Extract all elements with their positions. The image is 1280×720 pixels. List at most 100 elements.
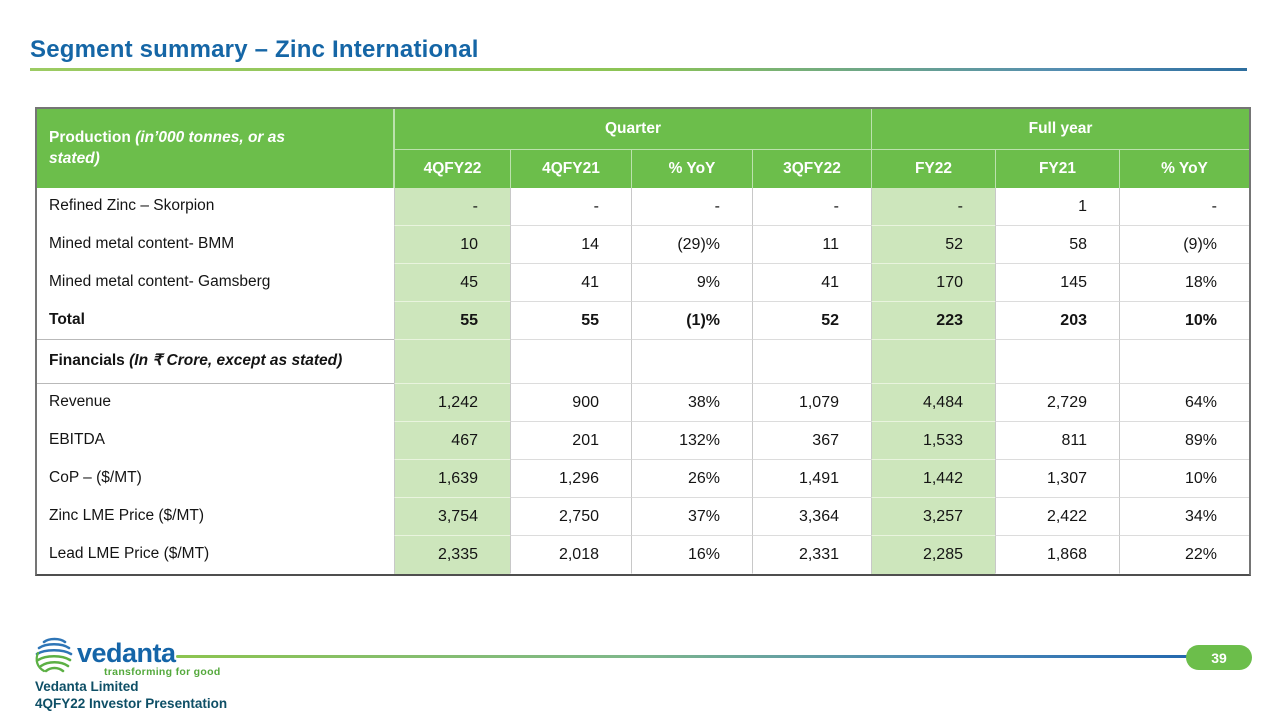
value-cell: 467	[394, 422, 510, 460]
value-cell	[631, 340, 752, 384]
value-cell: (1)%	[631, 302, 752, 340]
table-row-financials-section: Financials (In ₹ Crore, except as stated…	[37, 340, 1249, 384]
corner-header-italic: (in’000 tonnes, or as stated)	[49, 129, 285, 167]
value-cell: 145	[995, 264, 1119, 302]
row-label: Revenue	[37, 384, 394, 422]
value-cell: -	[510, 188, 631, 226]
value-cell: 2,331	[752, 536, 871, 574]
value-cell: 3,754	[394, 498, 510, 536]
table-row-cop: CoP – ($/MT) 1,639 1,296 26% 1,491 1,442…	[37, 460, 1249, 498]
value-cell: 1,639	[394, 460, 510, 498]
row-label: CoP – ($/MT)	[37, 460, 394, 498]
column-header-4qfy21: 4QFY21	[510, 150, 631, 188]
row-label: Lead LME Price ($/MT)	[37, 536, 394, 574]
value-cell: 58	[995, 226, 1119, 264]
footer-company-block: Vedanta Limited 4QFY22 Investor Presenta…	[35, 679, 227, 712]
value-cell: 2,285	[871, 536, 995, 574]
value-cell: (9)%	[1119, 226, 1249, 264]
value-cell: 3,364	[752, 498, 871, 536]
value-cell: 2,335	[394, 536, 510, 574]
value-cell: 203	[995, 302, 1119, 340]
vedanta-wordmark: vedanta	[77, 638, 176, 668]
footer-divider-line	[176, 655, 1188, 658]
value-cell	[871, 340, 995, 384]
column-header-3qfy22: 3QFY22	[752, 150, 871, 188]
value-cell: 223	[871, 302, 995, 340]
table-row-mined-metal-gamsberg: Mined metal content- Gamsberg 45 41 9% 4…	[37, 264, 1249, 302]
table-row-lead-lme-price: Lead LME Price ($/MT) 2,335 2,018 16% 2,…	[37, 536, 1249, 574]
column-header-fy22: FY22	[871, 150, 995, 188]
value-cell: 89%	[1119, 422, 1249, 460]
value-cell: -	[394, 188, 510, 226]
row-label: EBITDA	[37, 422, 394, 460]
group-header-full-year: Full year	[871, 109, 1249, 150]
value-cell: 3,257	[871, 498, 995, 536]
table-group-header-row: Production (in’000 tonnes, or as stated)…	[37, 109, 1249, 188]
value-cell: 52	[871, 226, 995, 264]
corner-header-cell: Production (in’000 tonnes, or as stated)	[37, 109, 394, 188]
value-cell: 41	[752, 264, 871, 302]
value-cell: 10	[394, 226, 510, 264]
row-label: Refined Zinc – Skorpion	[37, 188, 394, 226]
table-column-header-row: 4QFY22 4QFY21 % YoY 3QFY22 FY22 FY21 % Y…	[37, 150, 1249, 188]
value-cell: 4,484	[871, 384, 995, 422]
value-cell: 811	[995, 422, 1119, 460]
value-cell: 1,491	[752, 460, 871, 498]
value-cell: 170	[871, 264, 995, 302]
value-cell: 45	[394, 264, 510, 302]
value-cell: 1	[995, 188, 1119, 226]
value-cell: 1,242	[394, 384, 510, 422]
corner-header-bold: Production	[49, 129, 136, 147]
value-cell: 1,533	[871, 422, 995, 460]
value-cell: 367	[752, 422, 871, 460]
row-label: Total	[37, 302, 394, 340]
value-cell: 18%	[1119, 264, 1249, 302]
value-cell: 37%	[631, 498, 752, 536]
value-cell: 9%	[631, 264, 752, 302]
vedanta-logo-icon	[35, 637, 73, 673]
row-label: Mined metal content- BMM	[37, 226, 394, 264]
table-row-zinc-lme-price: Zinc LME Price ($/MT) 3,754 2,750 37% 3,…	[37, 498, 1249, 536]
row-label: Zinc LME Price ($/MT)	[37, 498, 394, 536]
value-cell	[752, 340, 871, 384]
value-cell: 55	[510, 302, 631, 340]
value-cell: 1,079	[752, 384, 871, 422]
value-cell: 201	[510, 422, 631, 460]
row-label: Mined metal content- Gamsberg	[37, 264, 394, 302]
value-cell: 1,296	[510, 460, 631, 498]
footer-company-name: Vedanta Limited	[35, 679, 139, 694]
value-cell: 14	[510, 226, 631, 264]
value-cell	[394, 340, 510, 384]
value-cell: 55	[394, 302, 510, 340]
value-cell	[510, 340, 631, 384]
value-cell: 41	[510, 264, 631, 302]
group-header-quarter: Quarter	[394, 109, 871, 150]
value-cell: 26%	[631, 460, 752, 498]
value-cell: -	[752, 188, 871, 226]
column-header-qtr-yoy: % YoY	[631, 150, 752, 188]
value-cell: 1,868	[995, 536, 1119, 574]
value-cell: 1,442	[871, 460, 995, 498]
value-cell: 132%	[631, 422, 752, 460]
value-cell: 34%	[1119, 498, 1249, 536]
value-cell	[995, 340, 1119, 384]
value-cell: 1,307	[995, 460, 1119, 498]
value-cell: 22%	[1119, 536, 1249, 574]
value-cell: 2,422	[995, 498, 1119, 536]
table-row-total: Total 55 55 (1)% 52 223 203 10%	[37, 302, 1249, 340]
column-header-4qfy22: 4QFY22	[394, 150, 510, 188]
table-row-revenue: Revenue 1,242 900 38% 1,079 4,484 2,729 …	[37, 384, 1249, 422]
vedanta-tagline: transforming for good	[104, 666, 221, 678]
value-cell	[1119, 340, 1249, 384]
value-cell: 11	[752, 226, 871, 264]
value-cell: 900	[510, 384, 631, 422]
value-cell: 10%	[1119, 460, 1249, 498]
value-cell: 10%	[1119, 302, 1249, 340]
value-cell: 38%	[631, 384, 752, 422]
page-title: Segment summary – Zinc International	[30, 36, 479, 63]
table-row-refined-zinc-skorpion: Refined Zinc – Skorpion - - - - - 1 -	[37, 188, 1249, 226]
value-cell: 52	[752, 302, 871, 340]
value-cell: 64%	[1119, 384, 1249, 422]
column-header-fy21: FY21	[995, 150, 1119, 188]
